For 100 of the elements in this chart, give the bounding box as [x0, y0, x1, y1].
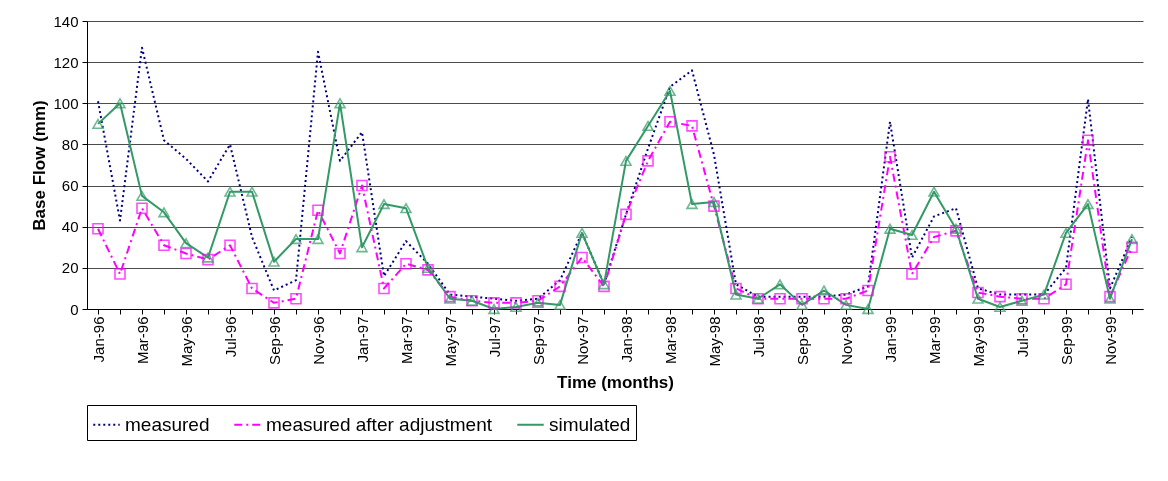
point: [114, 98, 126, 109]
x-axis-title: Time (months): [557, 372, 674, 392]
y-axis-title: Base Flow (mm): [30, 100, 50, 231]
point: [488, 303, 500, 315]
x-tick-label: Mar-96: [133, 316, 151, 365]
point: [224, 239, 236, 252]
point: [510, 301, 522, 313]
point: [136, 190, 148, 201]
point: [840, 292, 852, 305]
x-tick-label: Sep-98: [793, 316, 811, 365]
point: [620, 208, 632, 221]
x-tick-label: Sep-99: [1057, 316, 1075, 365]
x-tick-label: Jul-98: [749, 316, 767, 358]
x-tick-label: Sep-96: [265, 316, 283, 365]
point: [1082, 198, 1094, 210]
x-tick-label: Jul-97: [485, 316, 503, 358]
point: [268, 297, 280, 309]
point: [708, 200, 720, 212]
point: [400, 203, 412, 214]
x-tick-label: Jan-98: [617, 316, 635, 363]
x-tick-label: Sep-97: [529, 316, 547, 365]
x-tick-label: Mar-98: [661, 316, 679, 365]
legend-label: measured after adjustment: [266, 413, 493, 435]
x-tick-label: Jan-99: [881, 316, 899, 363]
x-tick-label: Jul-99: [1013, 316, 1031, 358]
point: [730, 289, 742, 300]
x-tick-label: May-97: [441, 316, 459, 367]
point: [972, 293, 984, 304]
y-tick-label: 120: [53, 53, 79, 71]
point: [158, 207, 170, 218]
point: [862, 303, 874, 315]
point: [334, 247, 346, 260]
point: [686, 120, 698, 132]
point: [510, 297, 522, 309]
point: [554, 280, 566, 293]
point: [906, 268, 918, 280]
point: [730, 282, 742, 295]
point: [334, 98, 346, 109]
point: [554, 299, 566, 311]
x-tick-label: Nov-99: [1101, 316, 1119, 365]
point: [356, 179, 368, 192]
point: [180, 238, 192, 249]
point: [1126, 241, 1138, 254]
point: [708, 196, 720, 208]
x-tick-label: Mar-97: [397, 316, 415, 365]
point: [268, 256, 280, 267]
point: [378, 198, 390, 210]
point: [1038, 289, 1050, 300]
x-tick-label: Nov-96: [309, 316, 327, 365]
point: [994, 290, 1006, 303]
x-tick-label: Nov-98: [837, 316, 855, 365]
point: [224, 186, 236, 197]
point: [92, 222, 104, 235]
y-tick-label: 140: [53, 12, 79, 30]
point: [884, 223, 896, 234]
point: [928, 186, 940, 197]
point: [774, 292, 786, 305]
point: [1060, 227, 1072, 239]
y-tick-label: 100: [53, 94, 79, 112]
y-tick-label: 40: [61, 218, 79, 236]
point: [642, 120, 654, 132]
x-tick-label: Nov-97: [573, 316, 591, 365]
point: [1060, 278, 1072, 291]
point: [312, 204, 324, 217]
point: [686, 198, 698, 210]
point: [1038, 292, 1050, 305]
point: [312, 233, 324, 245]
point: [290, 292, 302, 305]
point: [136, 202, 148, 214]
point: [906, 229, 918, 241]
point: [796, 299, 808, 311]
point: [378, 282, 390, 295]
x-tick-label: May-96: [177, 316, 195, 367]
point: [862, 284, 874, 297]
point: [972, 286, 984, 299]
point: [620, 155, 632, 167]
point: [994, 301, 1006, 313]
point: [796, 292, 808, 305]
point: [246, 282, 258, 295]
point: [928, 231, 940, 243]
x-tick-label: Jan-97: [353, 316, 371, 363]
point: [1082, 134, 1094, 147]
point: [818, 285, 830, 296]
point: [92, 118, 104, 129]
x-tick-label: Mar-99: [925, 316, 943, 365]
y-tick-label: 60: [61, 177, 79, 195]
point: [664, 85, 676, 97]
point: [180, 247, 192, 260]
y-tick-label: 20: [61, 259, 79, 277]
point: [158, 239, 170, 252]
x-tick-label: May-98: [705, 316, 723, 367]
point: [1126, 233, 1138, 245]
y-tick-label: 0: [70, 300, 79, 318]
point: [356, 242, 368, 253]
point: [400, 257, 412, 270]
point: [576, 227, 588, 239]
legend-label: measured: [125, 413, 210, 435]
x-tick-label: Jul-96: [221, 316, 239, 358]
point: [884, 150, 896, 163]
point: [576, 251, 588, 264]
